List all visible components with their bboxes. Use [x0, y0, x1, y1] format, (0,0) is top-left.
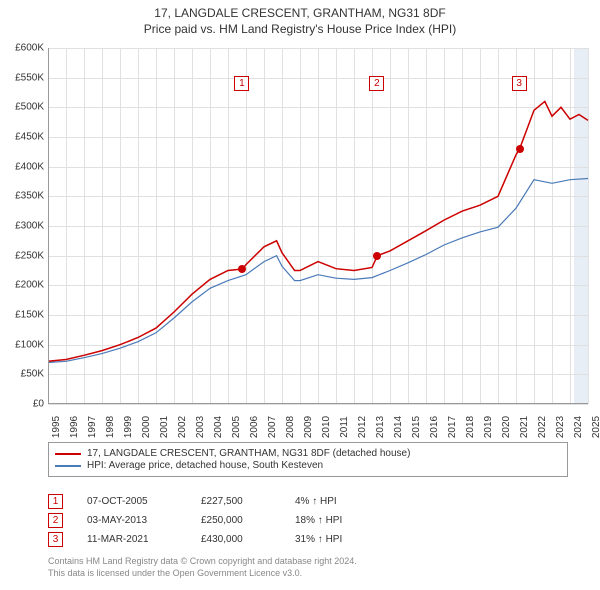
sale-dot-2 [373, 252, 381, 260]
x-tick-label: 2006 [249, 416, 260, 438]
y-tick-label: £300K [2, 221, 44, 232]
sale-row-marker: 2 [48, 513, 63, 528]
sale-price: £227,500 [201, 496, 271, 507]
y-tick-label: £0 [2, 399, 44, 410]
sale-price: £250,000 [201, 515, 271, 526]
sale-row-marker: 3 [48, 532, 63, 547]
legend: 17, LANGDALE CRESCENT, GRANTHAM, NG31 8D… [48, 442, 568, 477]
x-tick-label: 1999 [123, 416, 134, 438]
y-tick-label: £100K [2, 339, 44, 350]
sale-row-marker: 1 [48, 494, 63, 509]
x-axis [48, 403, 588, 404]
sale-delta: 31% ↑ HPI [295, 534, 395, 545]
x-tick-label: 2015 [411, 416, 422, 438]
sale-marker-2: 2 [369, 76, 384, 91]
sale-row: 1 07-OCT-2005 £227,500 4% ↑ HPI [48, 494, 568, 509]
title-address: 17, LANGDALE CRESCENT, GRANTHAM, NG31 8D… [0, 6, 600, 20]
legend-item: HPI: Average price, detached house, Sout… [55, 460, 561, 471]
legend-label: 17, LANGDALE CRESCENT, GRANTHAM, NG31 8D… [87, 448, 410, 459]
legend-label: HPI: Average price, detached house, Sout… [87, 460, 323, 471]
legend-item: 17, LANGDALE CRESCENT, GRANTHAM, NG31 8D… [55, 448, 561, 459]
sale-marker-3: 3 [512, 76, 527, 91]
x-tick-label: 2009 [303, 416, 314, 438]
y-tick-label: £550K [2, 72, 44, 83]
x-tick-label: 1995 [51, 416, 62, 438]
y-tick-label: £250K [2, 250, 44, 261]
x-tick-label: 2000 [141, 416, 152, 438]
footer-line2: This data is licensed under the Open Gov… [48, 568, 357, 580]
x-tick-label: 2025 [591, 416, 600, 438]
sale-date: 07-OCT-2005 [87, 496, 177, 507]
y-tick-label: £200K [2, 280, 44, 291]
footer: Contains HM Land Registry data © Crown c… [48, 556, 357, 579]
x-tick-label: 2010 [321, 416, 332, 438]
line-series [48, 48, 588, 404]
title-subtitle: Price paid vs. HM Land Registry's House … [0, 22, 600, 36]
legend-swatch [55, 453, 81, 455]
y-tick-label: £500K [2, 102, 44, 113]
y-tick-label: £400K [2, 161, 44, 172]
x-tick-label: 2019 [483, 416, 494, 438]
x-tick-label: 2024 [573, 416, 584, 438]
x-tick-label: 2017 [447, 416, 458, 438]
sale-dot-3 [516, 145, 524, 153]
sale-price: £430,000 [201, 534, 271, 545]
x-tick-label: 2011 [339, 416, 350, 438]
sale-delta: 18% ↑ HPI [295, 515, 395, 526]
sale-marker-1: 1 [234, 76, 249, 91]
chart-area: £0£50K£100K£150K£200K£250K£300K£350K£400… [48, 48, 588, 404]
x-tick-label: 2005 [231, 416, 242, 438]
x-tick-label: 2002 [177, 416, 188, 438]
y-axis [48, 48, 49, 404]
x-tick-label: 2003 [195, 416, 206, 438]
x-tick-label: 2012 [357, 416, 368, 438]
x-tick-label: 2021 [519, 416, 530, 438]
x-tick-label: 2018 [465, 416, 476, 438]
y-tick-label: £600K [2, 43, 44, 54]
x-tick-label: 2023 [555, 416, 566, 438]
x-tick-label: 1996 [69, 416, 80, 438]
x-tick-label: 2004 [213, 416, 224, 438]
sales-table: 1 07-OCT-2005 £227,500 4% ↑ HPI 2 03-MAY-2013… [48, 490, 568, 551]
x-tick-label: 2013 [375, 416, 386, 438]
x-tick-label: 2014 [393, 416, 404, 438]
x-tick-label: 2020 [501, 416, 512, 438]
title-block: 17, LANGDALE CRESCENT, GRANTHAM, NG31 8D… [0, 0, 600, 38]
x-tick-label: 2001 [159, 416, 170, 438]
sale-date: 11-MAR-2021 [87, 534, 177, 545]
series-property [48, 101, 588, 361]
chart-container: 17, LANGDALE CRESCENT, GRANTHAM, NG31 8D… [0, 0, 600, 590]
sale-dot-1 [238, 265, 246, 273]
x-tick-label: 2022 [537, 416, 548, 438]
sale-delta: 4% ↑ HPI [295, 496, 395, 507]
x-tick-label: 2016 [429, 416, 440, 438]
y-tick-label: £350K [2, 191, 44, 202]
legend-swatch [55, 465, 81, 467]
x-tick-label: 1998 [105, 416, 116, 438]
x-tick-label: 1997 [87, 416, 98, 438]
x-tick-label: 2007 [267, 416, 278, 438]
footer-line1: Contains HM Land Registry data © Crown c… [48, 556, 357, 568]
sale-row: 3 11-MAR-2021 £430,000 31% ↑ HPI [48, 532, 568, 547]
x-tick-label: 2008 [285, 416, 296, 438]
series-hpi [48, 179, 588, 363]
sale-date: 03-MAY-2013 [87, 515, 177, 526]
y-tick-label: £50K [2, 369, 44, 380]
y-tick-label: £450K [2, 132, 44, 143]
sale-row: 2 03-MAY-2013 £250,000 18% ↑ HPI [48, 513, 568, 528]
y-tick-label: £150K [2, 310, 44, 321]
